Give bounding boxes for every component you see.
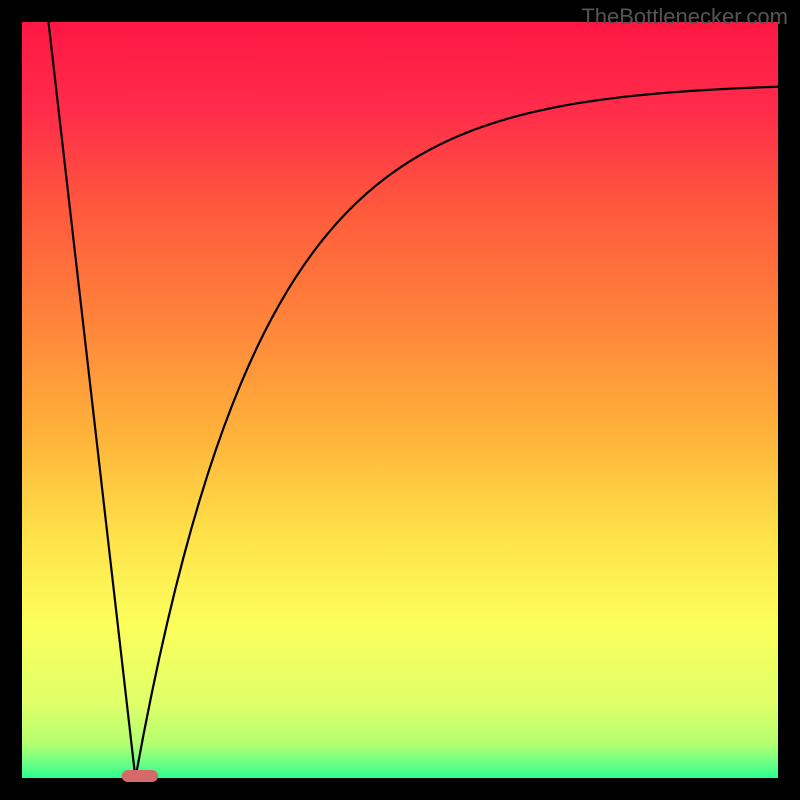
min-marker [122,770,158,782]
chart-frame: TheBottlenecker.com [0,0,800,800]
chart-svg [0,0,800,800]
watermark-label: TheBottlenecker.com [581,4,788,30]
